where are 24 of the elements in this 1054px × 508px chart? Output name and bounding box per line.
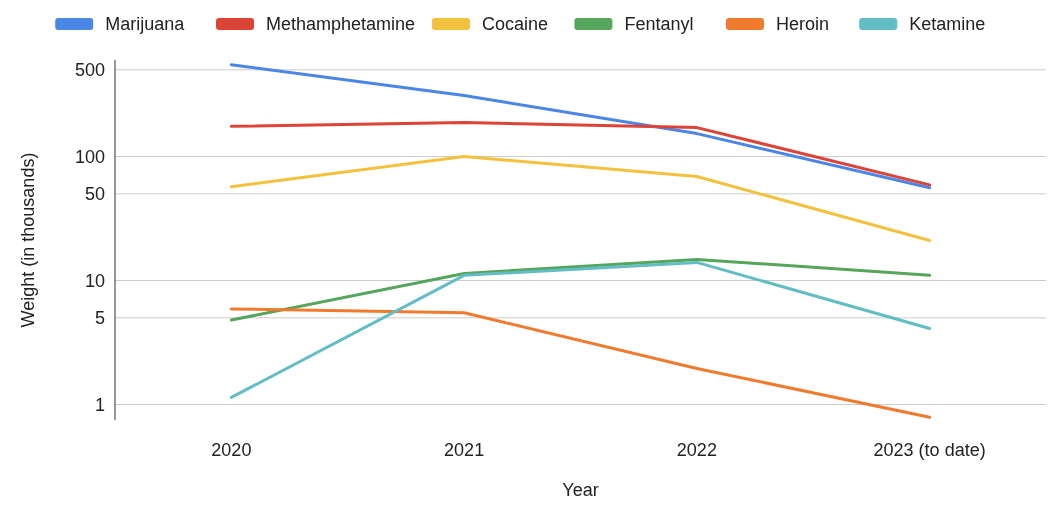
y-tick-label: 10 xyxy=(84,270,105,291)
x-tick-label: 2021 xyxy=(444,440,485,460)
y-tick-label: 1 xyxy=(94,394,105,415)
y-tick-label: 500 xyxy=(74,60,105,81)
y-tick-label: 50 xyxy=(84,184,105,205)
x-tick-label: 2023 (to date) xyxy=(873,440,986,460)
legend-label: Ketamine xyxy=(909,14,986,35)
line-series xyxy=(229,155,932,243)
line-series xyxy=(229,63,932,190)
y-axis-title: Weight (in thousands) xyxy=(18,152,38,328)
legend-label: Heroin xyxy=(776,14,830,35)
line-series xyxy=(229,260,932,399)
legend-label: Fentanyl xyxy=(624,14,694,35)
x-tick-label: 2022 xyxy=(676,440,717,460)
legend-label: Methamphetamine xyxy=(266,14,416,35)
line-series xyxy=(229,121,932,187)
y-tick-label: 100 xyxy=(74,146,105,167)
legend-label: Cocaine xyxy=(482,14,549,35)
x-tick-label: 2020 xyxy=(211,440,252,460)
line-series xyxy=(229,307,932,419)
x-axis-title: Year xyxy=(562,480,599,500)
legend-label: Marijuana xyxy=(105,14,186,35)
y-tick-label: 5 xyxy=(94,308,105,329)
line-series xyxy=(229,257,932,322)
